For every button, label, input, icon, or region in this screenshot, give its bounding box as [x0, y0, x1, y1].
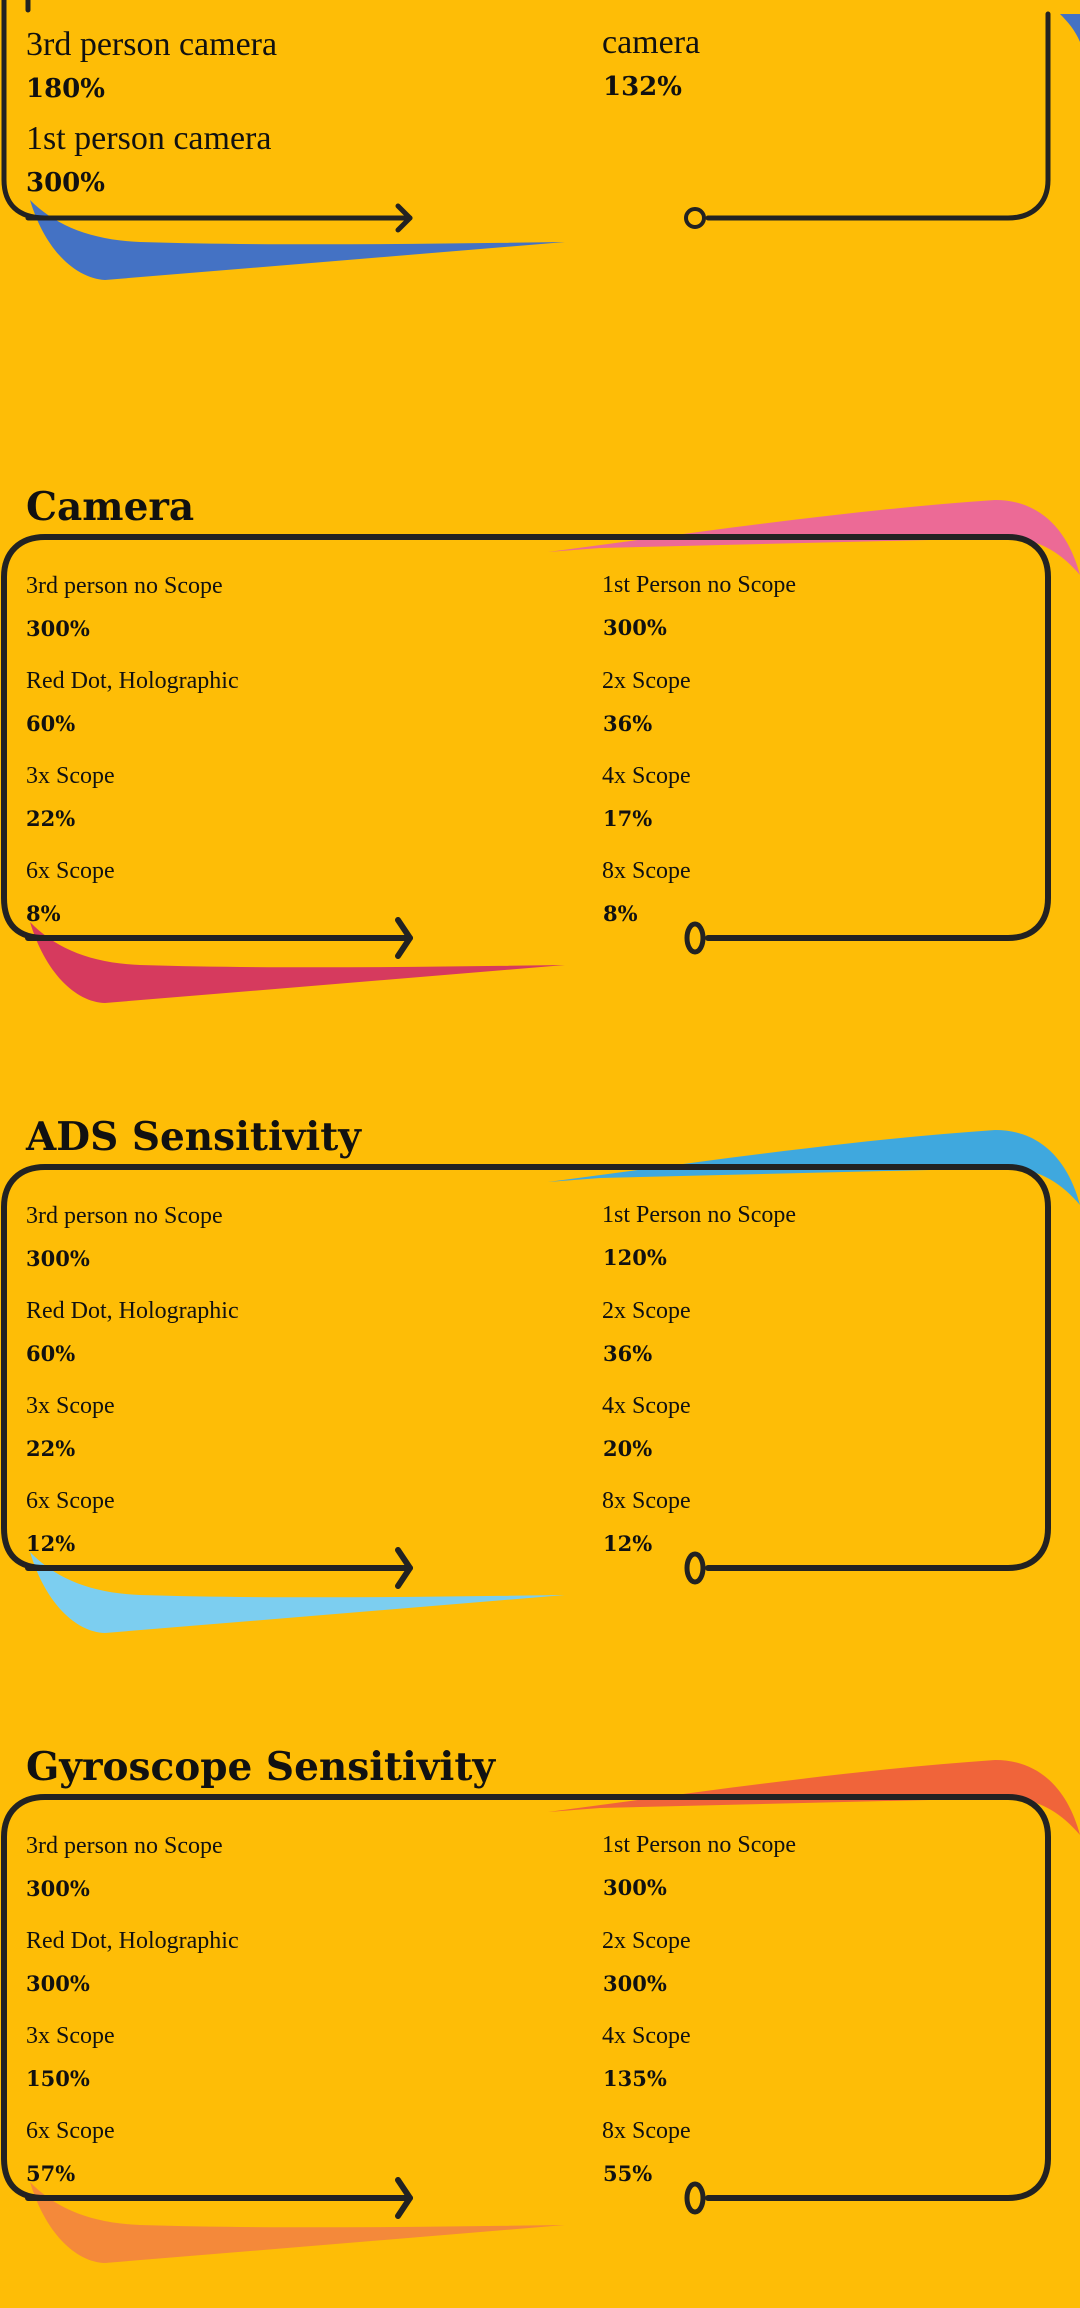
setting-value: 300%: [26, 1971, 90, 1996]
setting-value: 57%: [26, 2161, 76, 2186]
setting-label: 8x Scope: [602, 2118, 691, 2144]
top-card-knob-icon: [684, 207, 706, 229]
setting-label: 2x Scope: [602, 1928, 691, 1954]
setting-value: 300%: [26, 168, 105, 198]
setting-value: 8%: [26, 901, 61, 926]
section-title: Gyroscope Sensitivity: [26, 1744, 495, 1790]
setting-value: 8%: [603, 901, 638, 926]
camera-card-frame: [0, 534, 1051, 941]
setting-label: Red Dot, Holographic: [26, 668, 239, 694]
setting-value: 135%: [603, 2066, 667, 2091]
ads-knob-icon: [684, 1551, 706, 1585]
setting-label: 6x Scope: [26, 858, 115, 884]
setting-value: 55%: [603, 2161, 653, 2186]
ads-swoosh-bottom: [30, 1552, 565, 1633]
setting-value: 22%: [26, 806, 76, 831]
setting-label: 6x Scope: [26, 2118, 115, 2144]
setting-label: 4x Scope: [602, 763, 691, 789]
setting-value: 300%: [26, 1876, 90, 1901]
setting-label: 3x Scope: [26, 1393, 115, 1419]
setting-label: 1st person camera: [26, 120, 272, 157]
setting-label: 4x Scope: [602, 2023, 691, 2049]
ads-arrow-icon: [25, 1547, 413, 1589]
top-corner-swoosh: [1060, 14, 1080, 42]
setting-label: 4x Scope: [602, 1393, 691, 1419]
setting-value: 300%: [603, 615, 667, 640]
setting-label: 1st Person no Scope: [602, 1202, 796, 1228]
gyro-knob-icon: [684, 2181, 706, 2215]
top-card-swoosh: [30, 200, 565, 280]
camera-knob-icon: [684, 921, 706, 955]
setting-value: 300%: [26, 616, 90, 641]
camera-arrow-icon: [25, 917, 413, 959]
setting-value: 12%: [26, 1531, 76, 1556]
setting-label: 3rd person no Scope: [26, 573, 223, 599]
setting-value: 300%: [26, 1246, 90, 1271]
setting-value: 180%: [26, 74, 105, 104]
setting-value: 22%: [26, 1436, 76, 1461]
setting-label: 2x Scope: [602, 668, 691, 694]
camera-swoosh-bottom: [30, 922, 565, 1003]
setting-value: 150%: [26, 2066, 90, 2091]
setting-label: Red Dot, Holographic: [26, 1298, 239, 1324]
setting-value: 36%: [603, 711, 653, 736]
setting-label: camera: [602, 24, 701, 61]
setting-label: 1st Person no Scope: [602, 1832, 796, 1858]
setting-label: 2x Scope: [602, 1298, 691, 1324]
setting-value: 36%: [603, 1341, 653, 1366]
setting-value: 17%: [603, 806, 653, 831]
setting-label: 3x Scope: [26, 2023, 115, 2049]
setting-label: Red Dot, Holographic: [26, 1928, 239, 1954]
setting-label: 3rd person no Scope: [26, 1203, 223, 1229]
top-card-arrow-icon: [25, 203, 413, 233]
section-title: Camera: [26, 484, 195, 530]
section-title: ADS Sensitivity: [26, 1114, 361, 1160]
setting-value: 300%: [603, 1971, 667, 1996]
gyro-arrow-icon: [25, 2177, 413, 2219]
setting-label: 6x Scope: [26, 1488, 115, 1514]
setting-value: 132%: [603, 72, 682, 102]
gyro-card-frame: [0, 1794, 1051, 2201]
setting-label: 8x Scope: [602, 1488, 691, 1514]
setting-value: 60%: [26, 1341, 76, 1366]
setting-label: 3rd person no Scope: [26, 1833, 223, 1859]
setting-value: 120%: [603, 1245, 667, 1270]
setting-label: 3x Scope: [26, 763, 115, 789]
setting-value: 300%: [603, 1875, 667, 1900]
setting-label: 1st Person no Scope: [602, 572, 796, 598]
setting-value: 20%: [603, 1436, 653, 1461]
gyro-swoosh-bottom: [30, 2182, 565, 2263]
ads-card-frame: [0, 1164, 1051, 1571]
setting-value: 60%: [26, 711, 76, 736]
setting-label: 8x Scope: [602, 858, 691, 884]
setting-label: 3rd person camera: [26, 26, 278, 63]
setting-value: 12%: [603, 1531, 653, 1556]
